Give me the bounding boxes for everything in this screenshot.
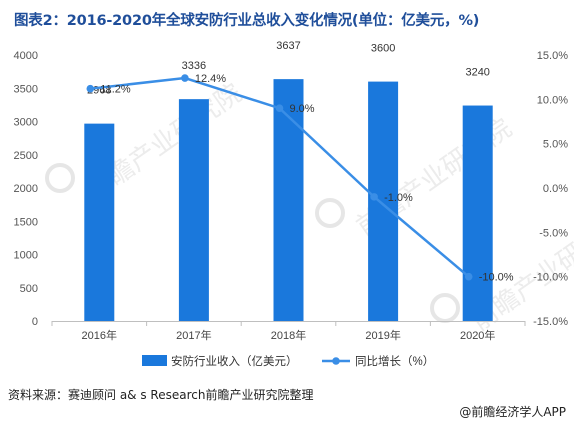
line-value-label: -10.0% <box>479 272 514 284</box>
line-value-label: 12.4% <box>195 73 226 85</box>
legend-line-marker <box>332 357 340 365</box>
watermark-logo <box>45 163 75 193</box>
y-left-tick-label: 2500 <box>14 150 38 162</box>
credit: @前瞻经济学人APP <box>459 405 566 419</box>
source-note: 资料来源：赛迪顾问 a& s Research前瞻产业研究院整理 <box>8 388 314 402</box>
y-left-tick-label: 3000 <box>14 117 38 129</box>
watermark-logo <box>315 198 345 228</box>
y-left-tick-label: 500 <box>20 283 38 295</box>
watermark-logo <box>430 293 460 323</box>
y-right-tick-label: 15.0% <box>537 50 568 62</box>
bar <box>273 79 304 322</box>
bar-value-label: 3240 <box>465 67 489 79</box>
y-right-tick-label: 5.0% <box>543 139 568 151</box>
y-left-tick-label: 1000 <box>14 250 38 262</box>
y-axis-left: 0 500 1000 1500 2000 2500 3000 3500 4000 <box>14 50 38 328</box>
x-tick-label: 2019年 <box>365 328 400 342</box>
line-point <box>181 74 189 82</box>
x-tick-label: 2017年 <box>176 328 211 342</box>
bar <box>178 99 209 321</box>
line-point <box>86 84 95 93</box>
legend-bar-swatch <box>142 355 167 366</box>
bar <box>84 123 115 322</box>
line-value-label: 11.2% <box>100 84 131 96</box>
line-point <box>464 272 473 281</box>
y-right-tick-label: -10.0% <box>533 272 568 284</box>
y-left-tick-label: 1500 <box>14 216 38 228</box>
y-right-tick-label: -15.0% <box>533 316 568 328</box>
line-point <box>370 193 378 201</box>
legend-bar-label: 安防行业收入（亿美元） <box>171 354 298 368</box>
line-point <box>275 104 284 112</box>
chart-title: 图表2：2016-2020年全球安防行业总收入变化情况(单位：亿美元，%) <box>14 13 480 29</box>
y-left-tick-label: 0 <box>32 316 38 328</box>
legend-line-label: 同比增长（%） <box>355 354 434 368</box>
bar <box>368 81 399 321</box>
y-axis-right: -15.0% -10.0% -5.0% 0.0% 5.0% 10.0% 15.0% <box>533 50 568 328</box>
bar-value-label: 3600 <box>371 43 395 55</box>
x-axis: 2016年 2017年 2018年 2019年 2020年 <box>51 321 526 342</box>
bar-series <box>84 79 493 322</box>
x-tick-label: 2016年 <box>82 328 117 342</box>
y-right-tick-label: -5.0% <box>539 227 568 239</box>
line-value-label: 9.0% <box>290 103 315 115</box>
y-left-tick-label: 3500 <box>14 83 38 95</box>
bar-value-label: 3637 <box>276 40 300 52</box>
y-left-tick-label: 4000 <box>14 50 38 62</box>
line-value-label: -1.0% <box>384 192 413 204</box>
x-tick-label: 2018年 <box>271 328 306 342</box>
bar-value-label: 3336 <box>182 60 206 72</box>
bar <box>462 105 493 321</box>
legend: 安防行业收入（亿美元） 同比增长（%） <box>142 354 434 368</box>
y-left-tick-label: 2000 <box>14 183 38 195</box>
x-tick-label: 2020年 <box>460 328 495 342</box>
y-right-tick-label: 10.0% <box>537 94 568 106</box>
line-series: 11.2% 12.4% 9.0% -1.0% -10.0% <box>86 73 514 284</box>
y-right-tick-label: 0.0% <box>543 183 568 195</box>
